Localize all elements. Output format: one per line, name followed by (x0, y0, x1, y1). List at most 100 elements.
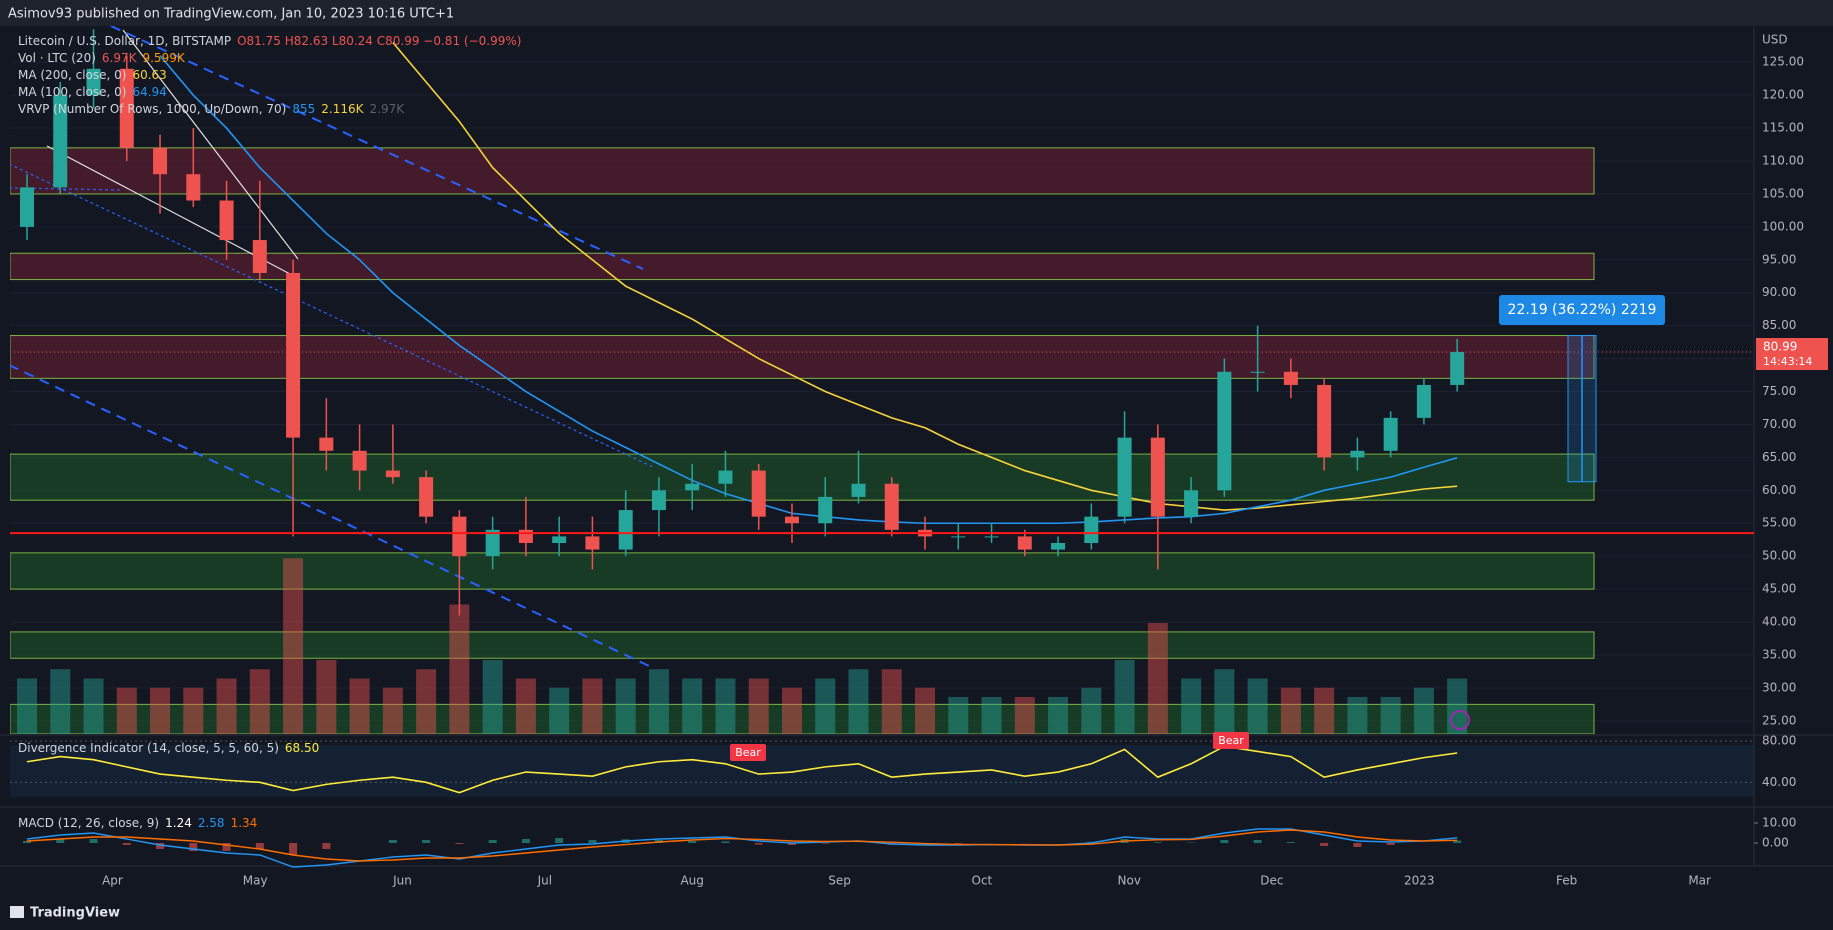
legend-volume: Vol · LTC (20) (18, 51, 96, 65)
candle-body (1217, 371, 1232, 491)
footer-logo (10, 906, 24, 918)
legend-series: MA (100, close, 0) (18, 85, 126, 99)
zone (10, 453, 1595, 501)
bear-badge (730, 744, 766, 761)
volume-bar (1380, 697, 1401, 734)
volume-bar (216, 678, 237, 734)
y-tick-label: 105.00 (1762, 186, 1804, 200)
macd-histogram-bar (1220, 840, 1229, 843)
volume-bar (1048, 697, 1069, 734)
candle-body (618, 510, 633, 550)
y-tick-label: 70.00 (1762, 417, 1796, 431)
candle-body (1350, 450, 1365, 458)
candle-body (385, 470, 400, 478)
legend-value: 1.34 (231, 816, 258, 830)
x-tick-label: Feb (1556, 874, 1577, 888)
y-tick-label: 50.00 (1762, 549, 1796, 563)
measure-label: 22.19 (36.22%) 2219 (1508, 302, 1657, 318)
candle-body (984, 536, 999, 538)
ma-line (392, 41, 1458, 511)
volume-bar (1081, 687, 1102, 734)
volume-bar (1147, 623, 1168, 734)
x-tick-label: Apr (102, 874, 123, 888)
volume-bar (515, 678, 536, 734)
alert-icon[interactable] (1450, 710, 1470, 730)
volume-bar (349, 678, 370, 734)
volume-bar (915, 687, 936, 734)
volume-bar (1114, 660, 1135, 734)
y-tick-label: 30.00 (1762, 680, 1796, 694)
candle-body (452, 516, 467, 557)
y-tick-label: 65.00 (1762, 450, 1796, 464)
macd-histogram-bar (89, 839, 98, 843)
x-tick-label: Nov (1118, 874, 1141, 888)
legend-row: Vol · LTC (20) 6.97K 9.599K (18, 51, 186, 65)
volume-bar (183, 687, 204, 734)
macd-histogram-bar (388, 840, 397, 843)
candle-body (585, 536, 600, 550)
overlays: 22.19 (36.22%) 2219 (10, 295, 1754, 535)
x-tick-label: 2023 (1404, 874, 1435, 888)
macd-histogram-bar (1453, 840, 1462, 843)
candle-body (86, 68, 101, 96)
candle-body (1150, 437, 1165, 517)
macd-histogram-bar (488, 840, 497, 843)
macd-histogram-bar (1153, 842, 1162, 843)
macd-histogram-bar (754, 843, 763, 845)
y-tick-label: 100.00 (1762, 219, 1804, 233)
zones (10, 147, 1595, 734)
legend-macd: MACD (12, 26, close, 9) (18, 816, 159, 830)
volume-bar (416, 669, 437, 734)
candle-body (552, 536, 567, 544)
zone (10, 703, 1595, 734)
volume-bar (116, 687, 137, 734)
candle-body (718, 470, 733, 484)
volume-bar (150, 687, 171, 734)
macd-histogram-bar (422, 840, 431, 843)
legend-value: 64.94 (132, 85, 166, 99)
y-tick-label: 115.00 (1762, 121, 1804, 135)
volume-bar (1347, 697, 1368, 734)
candle-body (1250, 371, 1265, 373)
volume-bar (981, 697, 1002, 734)
trend-line (46, 145, 293, 276)
volume-bar (382, 687, 403, 734)
candle-body (186, 174, 201, 201)
header-bar (0, 0, 1833, 26)
macd-histogram-bar (156, 843, 165, 849)
candle-body (951, 536, 966, 538)
zone (10, 252, 1595, 281)
bear-badge (1213, 732, 1249, 749)
legend-row: MA (200, close, 0) 60.63 (18, 68, 167, 82)
y-tick-label: 60.00 (1762, 483, 1796, 497)
candle-body (651, 490, 666, 511)
x-tick-label: Jun (392, 874, 412, 888)
volume-bar (50, 669, 71, 734)
trend-line (10, 163, 656, 469)
x-tick-label: Oct (972, 874, 993, 888)
volume-bar (1181, 678, 1202, 734)
legend-divergence: Divergence Indicator (14, close, 5, 5, 6… (18, 741, 279, 755)
candle-body (53, 95, 68, 188)
y-tick-label: 25.00 (1762, 713, 1796, 727)
y-tick-label: 75.00 (1762, 384, 1796, 398)
bear-label: Bear (1218, 734, 1244, 747)
legend-value: 2.97K (370, 102, 406, 116)
macd-histogram-bar (322, 843, 331, 849)
header-text: Asimov93 published on TradingView.com, J… (8, 7, 454, 22)
legend-value: 2.116K (321, 102, 364, 116)
y-tick-label: 85.00 (1762, 318, 1796, 332)
candle-body (685, 483, 700, 491)
legend-value: 1.24 (165, 816, 192, 830)
main-pane: 22.19 (36.22%) 2219 (10, 26, 1754, 734)
candle-body (20, 187, 34, 227)
legend-row: Litecoin / U.S. Dollar, 1D, BITSTAMP O81.… (18, 34, 521, 48)
zone (10, 552, 1595, 590)
trend-line (122, 29, 299, 260)
y-tick-label: 55.00 (1762, 516, 1796, 530)
candle-body (518, 529, 533, 544)
macd-histogram-bar (289, 843, 298, 855)
y-tick-label: 35.00 (1762, 647, 1796, 661)
volume-bar (17, 678, 37, 734)
legend-value: 855 (292, 102, 315, 116)
